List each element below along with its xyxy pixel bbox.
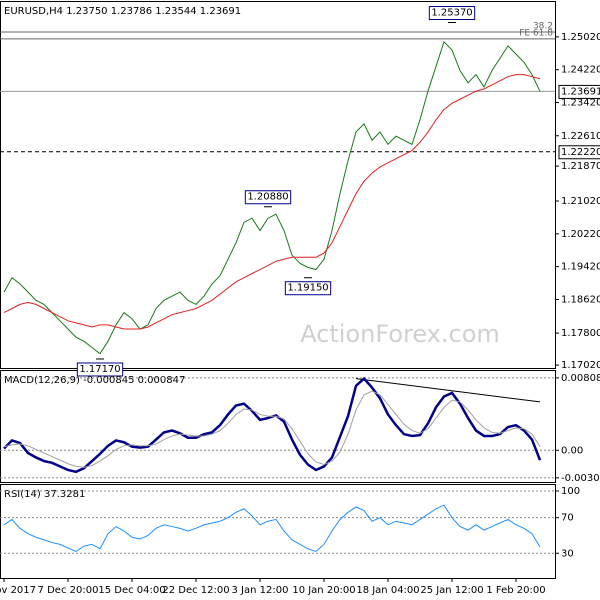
watermark: ActionForex.com	[300, 320, 500, 348]
y-tick-label: 1.22610	[561, 131, 600, 142]
annotation-label: 1.17170	[79, 364, 120, 375]
macd-panel	[0, 370, 556, 483]
panel-title: RSI(14) 37.3281	[4, 489, 85, 500]
series-line	[3, 40, 541, 355]
series-line	[3, 376, 542, 474]
series-line	[3, 390, 541, 468]
annotation-label-box	[428, 6, 476, 21]
current-label-box	[558, 84, 600, 99]
y-tick-label: 1.23420	[561, 98, 600, 109]
y-tick-label: 70	[561, 513, 574, 524]
y-tick-label: -0.003078	[561, 473, 600, 484]
y-tick-label: 0.00808	[561, 373, 600, 384]
x-tick-label: 18 Jan 04:00	[356, 585, 419, 596]
annotation-label-box	[76, 362, 124, 377]
y-tick-label: 1.25020	[561, 32, 600, 43]
rsi-panel	[0, 484, 556, 579]
support-label-box	[558, 145, 600, 160]
y-tick-label: 1.21870	[561, 161, 600, 172]
annotation-label: 1.25370	[431, 8, 472, 19]
panel-title: MACD(12,26,9) -0.000845 0.000847	[4, 375, 185, 386]
trendline	[355, 378, 541, 403]
x-tick-label: 25 Jan 12:00	[420, 585, 483, 596]
annotation-label-box	[284, 281, 332, 296]
series-line	[3, 504, 541, 553]
x-tick-label: 7 Dec 20:00	[38, 585, 99, 596]
y-tick-label: 1.19420	[561, 262, 600, 273]
x-tick-label: 15 Dec 04:00	[98, 585, 165, 596]
x-tick-label: 30 Nov 2017	[0, 585, 36, 596]
y-tick-label: 1.18620	[561, 294, 600, 305]
x-tick-label: 22 Dec 12:00	[162, 585, 229, 596]
x-tick-label: 10 Jan 20:00	[292, 585, 355, 596]
annotation-label: 1.20880	[247, 192, 288, 203]
level-label: FE 61.8	[519, 28, 553, 38]
main-panel	[0, 1, 556, 369]
panel-title: EURUSD,H4 1.23750 1.23786 1.23544 1.2369…	[4, 6, 241, 17]
y-tick-label: 30	[561, 548, 574, 559]
current-label: 1.23691	[561, 86, 600, 97]
series-line	[3, 74, 541, 330]
y-tick-label: 1.17020	[561, 360, 600, 371]
x-tick-label: 1 Feb 20:00	[486, 585, 545, 596]
y-tick-label: 1.21020	[561, 196, 600, 207]
y-tick-label: 0.00	[561, 445, 583, 456]
level-label: 38.2	[533, 21, 553, 31]
y-tick-label: 1.20220	[561, 229, 600, 240]
support-label: 1.22220	[561, 147, 600, 158]
annotation-label-box	[244, 190, 292, 205]
x-tick-label: 3 Jan 12:00	[232, 585, 289, 596]
annotation-label: 1.19150	[287, 283, 328, 294]
y-tick-label: 1.17800	[561, 328, 600, 339]
y-tick-label: 1.24220	[561, 65, 600, 76]
y-tick-label: 100	[561, 486, 580, 497]
